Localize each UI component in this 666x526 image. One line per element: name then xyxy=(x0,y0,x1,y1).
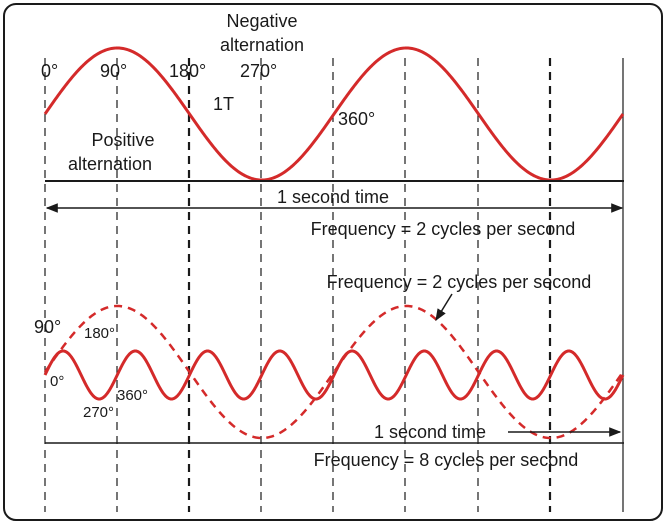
time-gridlines xyxy=(44,58,624,512)
positive-alternation-label-2: alternation xyxy=(68,154,152,174)
diagram-border xyxy=(3,3,663,521)
bottom-panel: Frequency = 2 cycles per second 90° 180°… xyxy=(34,272,625,470)
period-label: 1T xyxy=(213,94,234,114)
top-time-label: 1 second time xyxy=(277,187,389,207)
bottom-angle-label-90: 90° xyxy=(34,317,61,337)
top-frequency-label: Frequency = 2 cycles per second xyxy=(311,219,576,239)
angle-label-180: 180° xyxy=(169,61,206,81)
bottom-solid-sine-wave xyxy=(43,349,625,401)
bottom-angle-label-180: 180° xyxy=(84,325,115,342)
negative-alternation-label-1: Negative xyxy=(226,11,297,31)
bottom-angle-label-360: 360° xyxy=(117,387,148,404)
bottom-angle-label-270: 270° xyxy=(83,404,114,421)
dashed-wave-pointer-arrow xyxy=(435,293,453,322)
angle-label-270: 270° xyxy=(240,61,277,81)
bottom-frequency-label: Frequency = 8 cycles per second xyxy=(314,450,579,470)
bottom-time-label: 1 second time xyxy=(374,422,486,442)
dashed-wave-frequency-label: Frequency = 2 cycles per second xyxy=(327,272,592,292)
angle-label-90: 90° xyxy=(100,61,127,81)
bottom-angle-label-0: 0° xyxy=(50,373,64,390)
top-sine-wave xyxy=(43,46,625,182)
bottom-dashed-sine-wave xyxy=(43,304,625,440)
negative-alternation-label-2: alternation xyxy=(220,35,304,55)
angle-label-360: 360° xyxy=(338,109,375,129)
angle-label-0: 0° xyxy=(41,61,58,81)
top-panel: Negative alternation 0° 90° 180° 270° 1T… xyxy=(41,11,625,239)
positive-alternation-label-1: Positive xyxy=(91,130,154,150)
